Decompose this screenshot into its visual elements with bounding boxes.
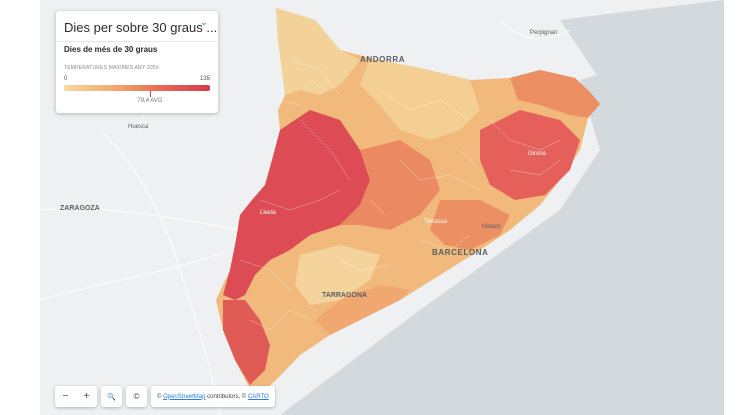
region-west-hot[interactable] xyxy=(223,110,370,300)
chevron-down-icon[interactable]: ⌄ xyxy=(199,17,208,28)
region-central-mid[interactable] xyxy=(340,140,440,230)
label-tarragona: TARRAGONA xyxy=(322,292,367,299)
sea-area xyxy=(280,40,724,415)
region-south-coast[interactable] xyxy=(315,285,410,335)
choropleth-catalonia[interactable] xyxy=(216,8,600,395)
region-south-pale[interactable] xyxy=(295,245,380,305)
label-barcelona: BARCELONA xyxy=(432,248,489,257)
zoom-control: − + xyxy=(55,386,97,407)
region-east-hot[interactable] xyxy=(480,110,580,200)
legend-caption: TEMPERATURES MAXIMES ANY 2050 xyxy=(64,65,159,71)
attribution-prefix: © xyxy=(157,393,162,400)
legend-min: 0 xyxy=(64,76,68,82)
label-andorra: ANDORRA xyxy=(360,55,406,64)
info-button[interactable]: © xyxy=(126,386,147,407)
legend-header[interactable]: Dies per sobre 30 graus ... ⌄ xyxy=(64,17,217,37)
search-icon: 🔍 xyxy=(107,393,116,401)
label-zaragoza: ZARAGOZA xyxy=(60,205,100,212)
info-icon: © xyxy=(133,392,140,401)
map-controls: − + 🔍 © © OpenStreetMap contributors, © … xyxy=(55,386,275,407)
carto-link[interactable]: CARTO xyxy=(247,393,269,400)
map-frame[interactable]: Dies per sobre 30 graus ... ⌄ Dies de mé… xyxy=(40,0,724,415)
label-terrassa: Terrassa xyxy=(424,219,448,225)
search-button[interactable]: 🔍 xyxy=(101,386,122,407)
legend-avg-marker xyxy=(149,91,151,97)
legend-divider xyxy=(56,41,218,42)
municipal-borders xyxy=(239,59,561,331)
zoom-out-button[interactable]: − xyxy=(62,391,69,402)
legend-max: 135 xyxy=(199,76,210,82)
attribution-contributors: contributors, © xyxy=(207,393,247,400)
map-canvas[interactable] xyxy=(40,0,724,415)
legend-avg: 79,4 AVG xyxy=(137,98,163,104)
legend-gradient-bar xyxy=(64,85,210,91)
label-perpignan: Perpignan xyxy=(530,30,558,36)
osm-link[interactable]: OpenStreetMap xyxy=(163,393,206,400)
label-mataro: Mataró xyxy=(482,224,501,230)
zoom-in-button[interactable]: + xyxy=(83,391,90,402)
attribution: © OpenStreetMap contributors, © CARTO xyxy=(151,386,275,407)
region-north-east[interactable] xyxy=(510,70,600,118)
label-huesca: Huesca xyxy=(128,124,149,130)
legend-subtitle: Dies de més de 30 graus xyxy=(64,45,158,54)
region-coast-mid[interactable] xyxy=(430,200,510,250)
label-girona: Girona xyxy=(528,151,547,157)
coast-north xyxy=(560,0,724,80)
region-central-pale[interactable] xyxy=(360,58,480,140)
region-west-hot-2[interactable] xyxy=(223,300,270,385)
label-lleida: Lleida xyxy=(260,210,277,216)
legend-title: Dies per sobre 30 graus ... xyxy=(64,20,218,35)
region-northwest-pale[interactable] xyxy=(276,8,360,95)
legend-panel: Dies per sobre 30 graus ... ⌄ Dies de mé… xyxy=(56,11,218,113)
